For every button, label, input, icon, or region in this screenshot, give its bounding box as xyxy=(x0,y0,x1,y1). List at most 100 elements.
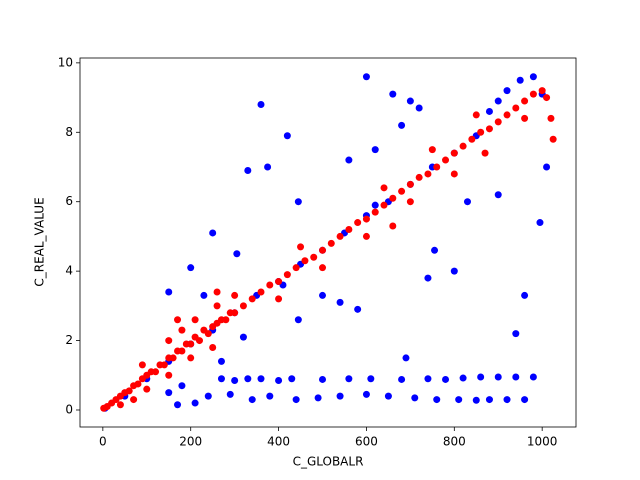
point xyxy=(345,156,353,164)
point xyxy=(319,264,327,272)
point xyxy=(431,246,439,254)
point xyxy=(411,394,419,402)
point xyxy=(283,271,291,279)
point xyxy=(371,208,379,216)
point xyxy=(222,316,230,324)
point xyxy=(450,149,458,157)
point xyxy=(152,368,160,376)
point xyxy=(472,396,480,404)
point xyxy=(213,302,221,310)
point xyxy=(463,198,471,206)
point xyxy=(494,191,502,199)
point xyxy=(231,376,239,384)
point xyxy=(354,219,362,227)
point xyxy=(529,90,537,98)
point xyxy=(116,401,124,409)
point xyxy=(231,309,239,317)
point xyxy=(248,295,256,303)
point xyxy=(204,330,212,338)
point xyxy=(301,257,309,265)
point xyxy=(433,163,441,171)
x-tick-label: 800 xyxy=(443,435,466,449)
point xyxy=(459,142,467,150)
point xyxy=(294,198,302,206)
point xyxy=(231,291,239,299)
point xyxy=(521,396,529,404)
point xyxy=(503,87,511,95)
point xyxy=(191,399,199,407)
point xyxy=(138,361,146,369)
x-tick-label: 600 xyxy=(355,435,378,449)
point xyxy=(450,170,458,178)
point xyxy=(472,111,480,119)
x-axis-label: C_GLOBALR xyxy=(293,455,364,469)
point xyxy=(547,114,555,122)
point xyxy=(485,396,493,404)
point xyxy=(529,373,537,381)
point xyxy=(226,390,234,398)
point xyxy=(415,173,423,181)
point xyxy=(143,385,151,393)
point xyxy=(477,373,485,381)
y-tick-label: 6 xyxy=(65,194,73,208)
point xyxy=(283,132,291,140)
point xyxy=(178,382,186,390)
point xyxy=(130,396,138,404)
point xyxy=(494,373,502,381)
point xyxy=(424,375,432,383)
point xyxy=(389,222,397,230)
point xyxy=(213,288,221,296)
point xyxy=(288,375,296,383)
y-tick-label: 0 xyxy=(65,402,73,416)
point xyxy=(248,396,256,404)
point xyxy=(244,375,252,383)
point xyxy=(450,267,458,275)
point xyxy=(239,333,247,341)
point xyxy=(389,90,397,98)
point xyxy=(134,380,142,388)
point xyxy=(371,146,379,154)
point xyxy=(310,253,318,261)
point xyxy=(319,291,327,299)
point xyxy=(543,163,551,171)
point xyxy=(187,340,195,348)
point xyxy=(481,149,489,157)
point xyxy=(485,107,493,115)
point xyxy=(257,375,265,383)
point xyxy=(275,278,283,286)
point xyxy=(503,396,511,404)
point xyxy=(455,396,463,404)
point xyxy=(442,375,450,383)
point xyxy=(187,264,195,272)
point xyxy=(536,219,544,227)
point xyxy=(428,146,436,154)
point xyxy=(543,94,551,102)
point xyxy=(160,361,168,369)
x-tick-label: 200 xyxy=(179,435,202,449)
point xyxy=(319,375,327,383)
point xyxy=(314,394,322,402)
point xyxy=(362,390,370,398)
point xyxy=(345,375,353,383)
point xyxy=(345,225,353,233)
point xyxy=(354,305,362,313)
point xyxy=(275,376,283,384)
point xyxy=(402,354,410,362)
x-tick-label: 400 xyxy=(267,435,290,449)
point xyxy=(398,121,406,129)
point xyxy=(433,396,441,404)
point xyxy=(538,87,546,95)
point xyxy=(512,330,520,338)
point xyxy=(297,243,305,251)
point xyxy=(275,295,283,303)
point xyxy=(362,232,370,240)
point xyxy=(494,118,502,126)
y-axis-label: C_REAL_VALUE xyxy=(33,197,47,286)
point xyxy=(165,389,173,397)
point xyxy=(178,347,186,355)
point xyxy=(233,250,241,258)
point xyxy=(380,184,388,192)
x-tick-label: 0 xyxy=(99,435,107,449)
